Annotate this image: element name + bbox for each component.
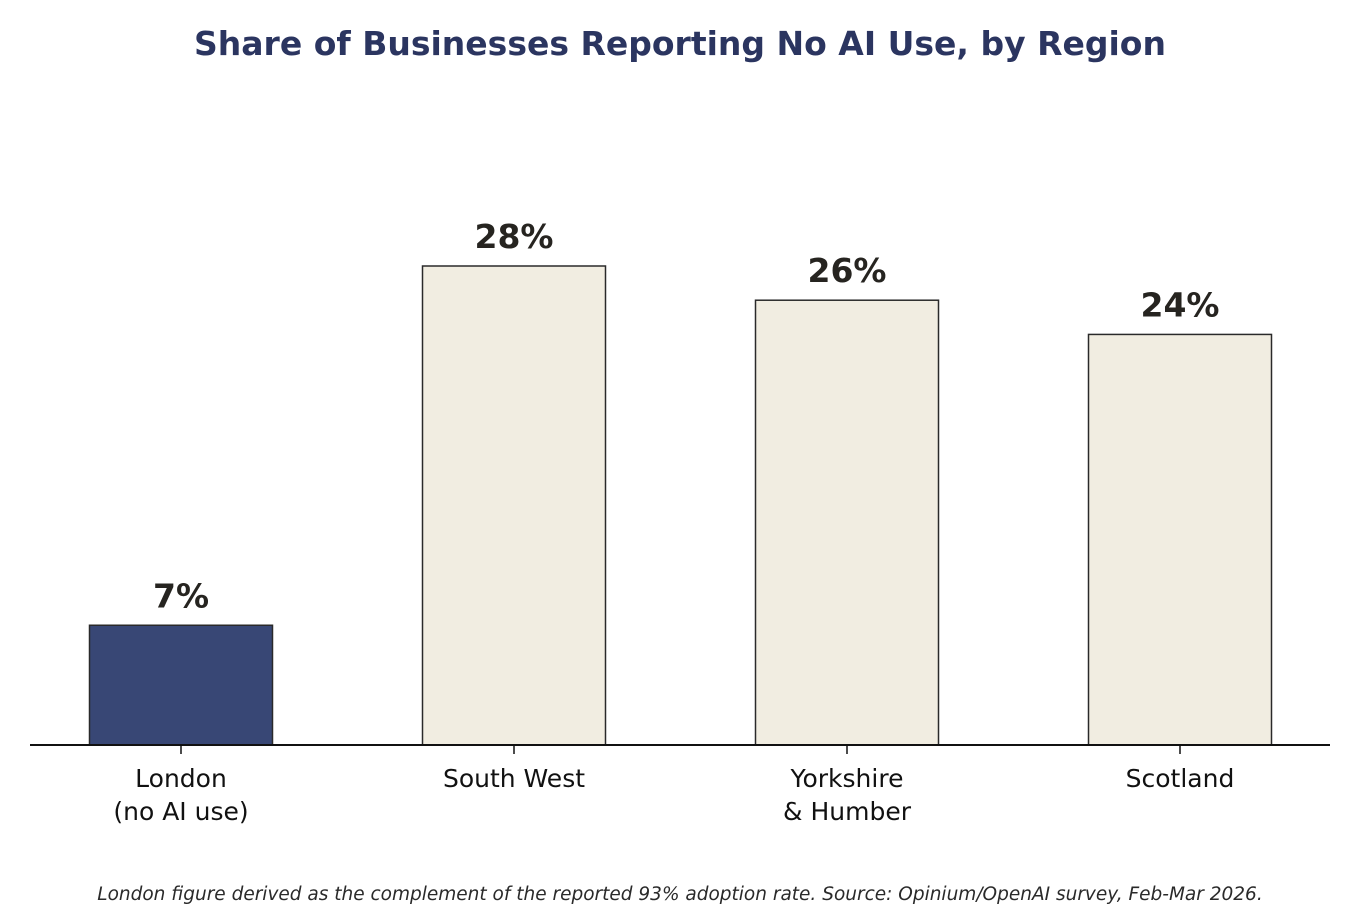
bar-3 bbox=[1087, 333, 1273, 746]
value-label-1: 28% bbox=[475, 217, 554, 256]
x-tick-label-0: London (no AI use) bbox=[113, 764, 248, 826]
x-tick-label-1: South West bbox=[443, 764, 585, 793]
bar-0 bbox=[88, 624, 274, 746]
value-label-2: 26% bbox=[808, 251, 887, 290]
bar-2 bbox=[754, 299, 940, 746]
value-label-3: 24% bbox=[1141, 285, 1220, 324]
chart-title: Share of Businesses Reporting No AI Use,… bbox=[194, 24, 1166, 63]
x-ticks-layer: London (no AI use) South West Yorkshire & Hu… bbox=[113, 745, 1234, 826]
bar-1 bbox=[421, 265, 607, 746]
bars-layer bbox=[88, 265, 1273, 746]
x-tick-label-3: Scotland bbox=[1126, 764, 1235, 793]
value-label-0: 7% bbox=[153, 576, 209, 615]
footnote: London figure derived as the complement … bbox=[97, 884, 1263, 905]
value-labels-layer: 7% 28% 26% 24% bbox=[153, 217, 1220, 615]
x-tick-label-2: Yorkshire & Humber bbox=[783, 764, 912, 826]
